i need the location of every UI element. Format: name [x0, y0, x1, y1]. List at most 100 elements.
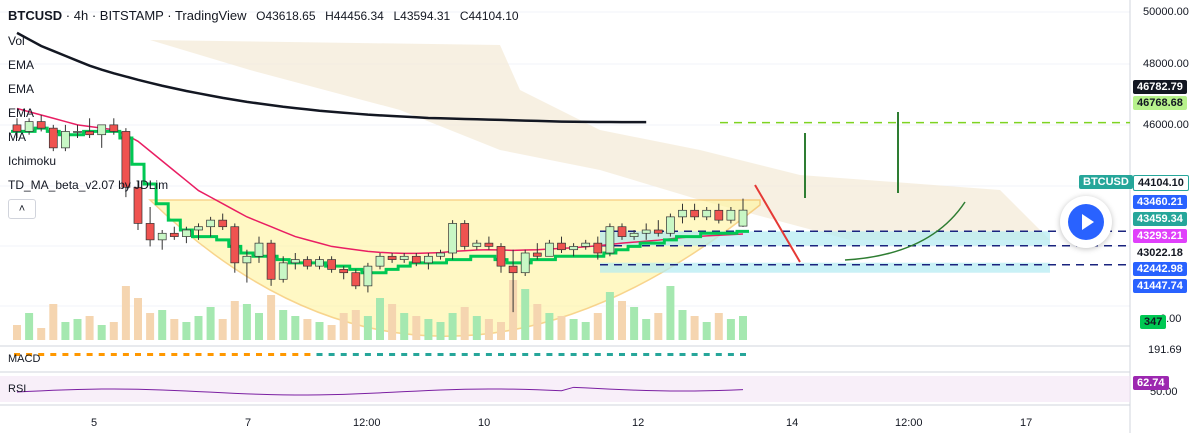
candle-body	[218, 219, 228, 228]
candle-body	[121, 131, 131, 188]
candle-body	[24, 121, 34, 132]
macd-bar	[328, 353, 335, 356]
volume-bar	[726, 319, 735, 340]
candle-body	[641, 229, 651, 234]
candle-body	[424, 255, 433, 264]
interval-label[interactable]: 4h	[73, 8, 89, 23]
ohlc-open: O43618.65	[256, 9, 316, 23]
macd-bar	[425, 353, 432, 356]
volume-bar	[194, 316, 203, 340]
indicator-ema-3[interactable]: EMA	[8, 106, 35, 120]
time-tick: 12	[632, 417, 645, 429]
symbol-tag: BTCUSD	[1079, 175, 1133, 189]
macd-pane-label[interactable]: MACD	[8, 353, 41, 365]
volume-bar	[61, 322, 70, 340]
candle-body	[436, 252, 445, 257]
candle-body	[85, 131, 94, 136]
volume-bar	[279, 310, 288, 340]
candle-body	[109, 124, 119, 132]
volume-bar	[400, 313, 409, 340]
price-tag-level-bottom: 41447.74	[1133, 279, 1187, 293]
macd-bar	[643, 353, 650, 356]
price-tag-ema-slow: 46782.79	[1133, 80, 1187, 94]
macd-bar	[715, 353, 722, 356]
volume-bar	[351, 310, 360, 340]
candle-body	[520, 252, 530, 274]
candle-body	[315, 259, 324, 267]
price-tag-last: 44104.10	[1133, 175, 1189, 191]
macd-bar	[26, 353, 33, 356]
macd-bar	[389, 353, 396, 356]
candle-body	[61, 131, 70, 149]
candle-body	[678, 209, 687, 218]
volume-bar	[521, 289, 530, 340]
volume-bar	[472, 316, 481, 340]
down-arrow	[754, 184, 801, 263]
volume-bar	[412, 316, 421, 340]
volume-bar	[291, 316, 300, 340]
time-tick: 7	[245, 417, 252, 429]
macd-bar	[703, 353, 710, 356]
candle-body	[363, 265, 373, 287]
volume-bar	[49, 304, 58, 340]
macd-bar	[413, 353, 420, 356]
candle-body	[133, 186, 143, 224]
symbol-name[interactable]: BTCUSD	[8, 8, 63, 23]
volume-bar	[218, 319, 227, 340]
time-tick: 5	[91, 417, 98, 429]
indicator-ema-1[interactable]: EMA	[8, 58, 35, 72]
macd-bar	[473, 353, 480, 356]
macd-bar	[582, 353, 589, 356]
play-button[interactable]	[1060, 196, 1112, 248]
macd-bar	[594, 353, 601, 356]
candle-body	[557, 242, 566, 251]
candle-body	[339, 269, 349, 274]
chevron-up-icon[interactable]: ˄	[8, 199, 36, 219]
candle-body	[545, 242, 554, 257]
macd-bar	[292, 353, 299, 356]
volume-bar	[363, 316, 372, 340]
volume-bar	[690, 316, 699, 340]
rsi-tag: 62.74	[1133, 376, 1169, 390]
candle-body	[303, 259, 312, 267]
macd-bar	[352, 353, 359, 356]
candle-body	[532, 252, 542, 257]
candle-body	[411, 255, 421, 264]
macd-bar	[727, 353, 734, 356]
indicator-ema-2[interactable]: EMA	[8, 82, 35, 96]
volume-bar	[25, 313, 34, 340]
macd-bar	[340, 353, 347, 356]
candle-body	[738, 209, 748, 227]
volume-bar	[424, 319, 433, 340]
volume-bar	[666, 286, 675, 340]
macd-bar	[110, 353, 117, 356]
volume-bar	[230, 301, 239, 340]
volume-bar	[97, 325, 106, 340]
macd-bar	[219, 353, 226, 356]
volume-bar	[182, 322, 191, 340]
indicator-td-ma[interactable]: TD_MA_beta_v2.07 by JDLim	[8, 178, 169, 192]
candle-body	[206, 219, 215, 228]
indicator-vol[interactable]: Vol	[8, 34, 25, 48]
macd-bar	[280, 353, 287, 356]
support-zone-low	[600, 262, 1050, 273]
macd-bar	[50, 353, 57, 356]
candle-body	[242, 255, 252, 264]
candle-body	[472, 242, 482, 247]
macd-bar	[207, 353, 214, 356]
price-tag-level-low: 42442.98	[1133, 262, 1187, 276]
indicator-ma[interactable]: MA	[8, 130, 26, 144]
volume-bar	[315, 322, 324, 340]
candle-body	[375, 255, 385, 267]
volume-bar	[206, 307, 215, 340]
candle-body	[666, 216, 675, 234]
volume-bar	[121, 286, 130, 340]
indicator-ichimoku[interactable]: Ichimoku	[8, 154, 57, 168]
candle-body	[581, 242, 591, 247]
macd-bar	[679, 353, 686, 356]
rsi-pane-label[interactable]: RSI	[8, 383, 27, 395]
volume-bar	[545, 313, 554, 340]
candle-body	[169, 232, 179, 237]
candle-body	[653, 229, 663, 234]
